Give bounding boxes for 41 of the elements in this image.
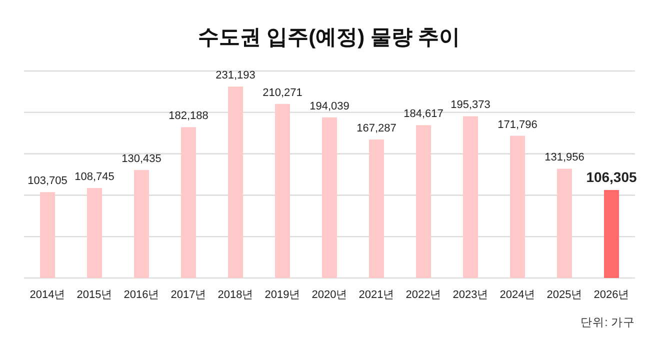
data-label: 184,617	[404, 108, 444, 120]
x-tick-label: 2017년	[170, 289, 206, 301]
x-tick-label: 2023년	[452, 289, 488, 301]
data-label: 131,956	[544, 152, 584, 164]
data-label: 130,435	[122, 153, 162, 165]
text: 단위: 가구	[580, 317, 635, 329]
x-tick-label: 2018년	[218, 289, 254, 301]
x-tick-label: 2026년	[594, 289, 630, 301]
data-label: 103,705	[28, 175, 68, 188]
x-tick-label: 2015년	[76, 289, 112, 301]
bar	[463, 116, 478, 278]
data-label: 182,188	[168, 110, 208, 122]
bar	[604, 190, 619, 278]
x-tick-label: 2021년	[358, 289, 394, 301]
bar	[275, 104, 290, 278]
data-label: 210,271	[262, 86, 302, 99]
data-label: 231,193	[216, 70, 256, 82]
x-tick-label: 2025년	[546, 289, 582, 301]
chart-title: 수도권 입주(예정) 물량 추이	[198, 26, 460, 49]
data-label: 194,039	[310, 100, 350, 112]
x-tick-label: 2020년	[312, 289, 348, 301]
bar	[557, 168, 572, 278]
bar	[510, 136, 525, 278]
x-tick-label: 2019년	[264, 289, 300, 301]
bar	[369, 139, 384, 278]
bar	[134, 170, 149, 278]
bar	[181, 127, 196, 278]
bar	[228, 86, 243, 278]
bar	[40, 192, 55, 278]
bar	[87, 188, 102, 278]
data-label: 195,373	[450, 99, 490, 112]
data-label: 106,305	[586, 168, 638, 185]
data-label: 108,745	[74, 170, 114, 183]
x-tick-label: 2014년	[30, 289, 66, 301]
data-label: 167,287	[356, 122, 396, 134]
x-tick-label: 2024년	[500, 289, 536, 301]
bar	[322, 117, 337, 278]
data-label: 171,796	[498, 118, 538, 131]
x-tick-label: 2016년	[124, 289, 160, 301]
x-tick-label: 2022년	[406, 289, 442, 301]
bar	[416, 125, 431, 278]
